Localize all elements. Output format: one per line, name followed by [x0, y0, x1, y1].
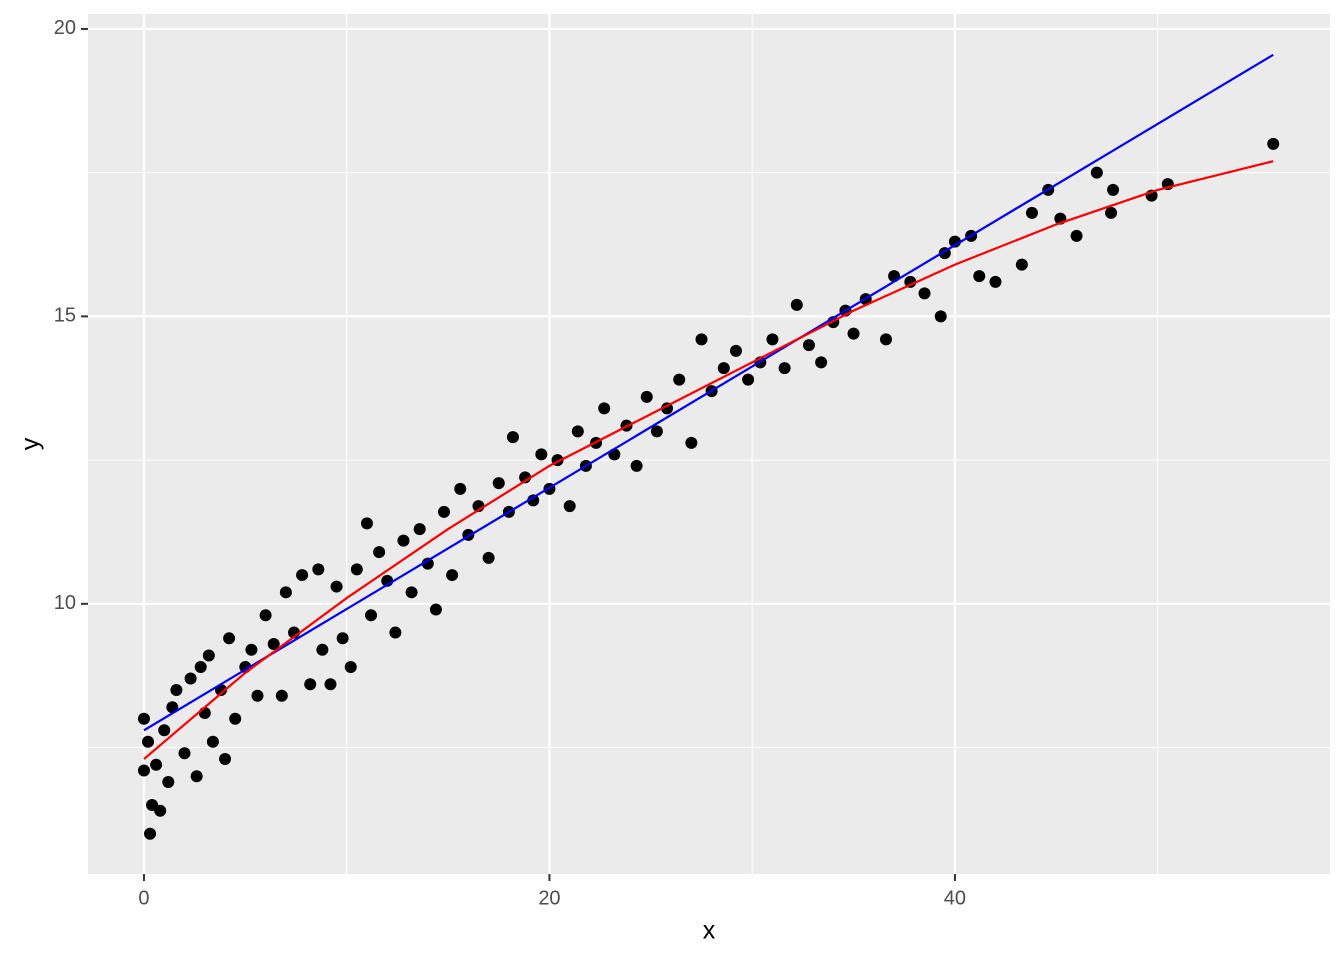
x-axis-title: x: [703, 917, 716, 945]
x-tick-label: 40: [944, 887, 966, 909]
point: [527, 494, 540, 507]
point: [695, 333, 708, 346]
point: [778, 362, 791, 375]
point: [360, 517, 373, 530]
point: [815, 356, 828, 369]
point: [330, 580, 343, 593]
point: [847, 327, 860, 340]
point: [229, 712, 242, 725]
point: [563, 500, 576, 513]
point: [673, 373, 686, 386]
point: [312, 563, 325, 576]
point: [202, 649, 215, 662]
point: [429, 603, 442, 616]
point: [446, 569, 459, 582]
y-axis-title: y: [17, 437, 45, 450]
point: [598, 402, 611, 415]
point: [373, 546, 386, 559]
point: [365, 609, 378, 622]
point: [344, 661, 357, 674]
point: [245, 643, 258, 656]
point: [535, 448, 548, 461]
point: [766, 333, 779, 346]
panel: [88, 14, 1330, 874]
point: [198, 707, 211, 720]
x-tick-label: 0: [138, 887, 149, 909]
point: [137, 712, 150, 725]
point: [717, 362, 730, 375]
point: [405, 586, 418, 599]
y-tick-label: 20: [54, 17, 76, 39]
point: [1105, 206, 1118, 219]
point: [729, 344, 742, 357]
point: [158, 724, 171, 737]
y-tick-label: 10: [54, 592, 76, 614]
point: [251, 689, 264, 702]
point: [296, 569, 309, 582]
point: [316, 643, 329, 656]
point: [742, 373, 755, 386]
point: [190, 770, 203, 783]
point: [640, 390, 653, 403]
point: [389, 626, 402, 639]
point: [170, 684, 183, 697]
point: [421, 557, 434, 570]
point: [137, 764, 150, 777]
point: [413, 523, 426, 536]
point: [685, 436, 698, 449]
point: [206, 735, 219, 748]
point: [223, 632, 236, 645]
point: [482, 551, 495, 564]
point: [178, 747, 191, 760]
point: [350, 563, 363, 576]
point: [336, 632, 349, 645]
point: [162, 776, 175, 789]
point: [259, 609, 272, 622]
point: [275, 689, 288, 702]
point: [1070, 229, 1083, 242]
point: [454, 482, 467, 495]
point: [150, 758, 163, 771]
point: [397, 534, 410, 547]
point: [790, 298, 803, 311]
point: [438, 505, 451, 518]
point: [194, 661, 207, 674]
point: [904, 275, 917, 288]
fit-line: [143, 53, 1274, 732]
point: [934, 310, 947, 323]
point: [279, 586, 292, 599]
point: [144, 827, 157, 840]
point: [1107, 183, 1120, 196]
point: [630, 459, 643, 472]
point: [650, 425, 663, 438]
point: [1015, 258, 1028, 271]
point: [1090, 166, 1103, 179]
point: [492, 477, 505, 490]
point: [219, 753, 232, 766]
point: [324, 678, 337, 691]
x-tick-label: 20: [538, 887, 560, 909]
point: [973, 270, 986, 283]
y-tick-label: 15: [54, 305, 76, 327]
point: [879, 333, 892, 346]
point: [304, 678, 317, 691]
point: [989, 275, 1002, 288]
point: [184, 672, 197, 685]
point: [154, 804, 167, 817]
point: [506, 431, 519, 444]
point: [1267, 137, 1280, 150]
point: [918, 287, 931, 300]
fit-line: [143, 160, 1274, 760]
point: [1025, 206, 1038, 219]
point: [571, 425, 584, 438]
point: [142, 735, 155, 748]
point: [267, 638, 280, 651]
point: [802, 339, 815, 352]
